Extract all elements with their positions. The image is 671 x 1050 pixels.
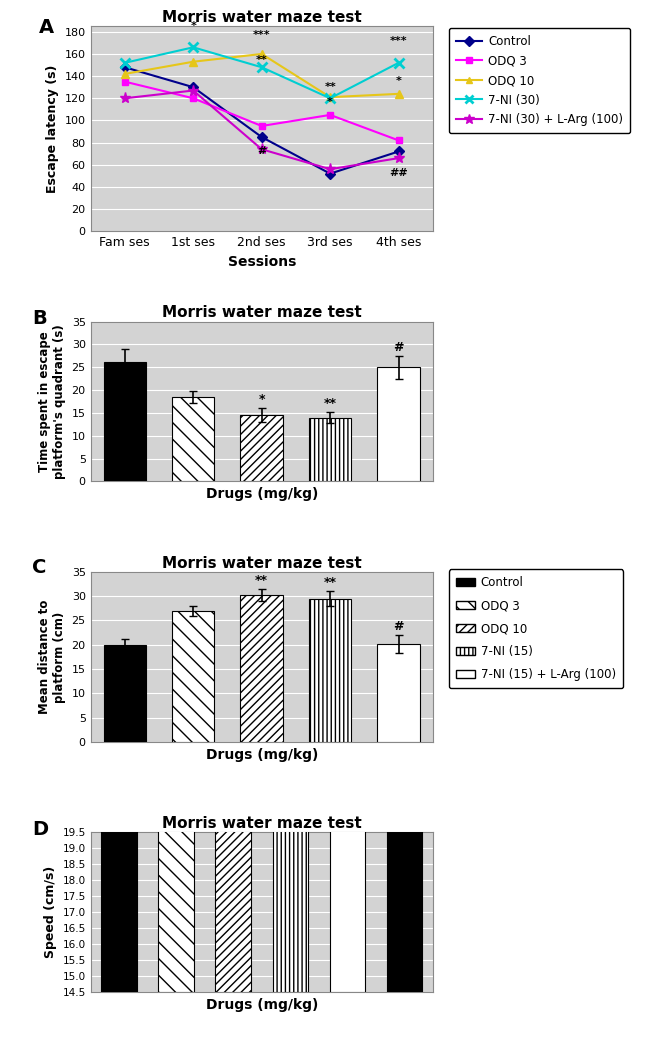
Text: ***: *** [253,29,270,40]
Text: **: ** [323,397,337,411]
Control [121,61,129,74]
ODQ 3 [189,92,197,105]
Line: ODQ 3: ODQ 3 [121,78,402,144]
Text: ##: ## [389,168,408,178]
Text: *: * [191,21,196,30]
Bar [158,444,194,992]
7-NI (30) + L-Arg (100) [189,84,197,97]
Bar [329,460,365,992]
Text: #: # [393,621,404,633]
Bar [240,415,283,482]
Text: *: * [396,76,401,86]
X-axis label: Sessions: Sessions [227,255,296,269]
Title: Morris water maze test: Morris water maze test [162,306,362,320]
Text: #: # [257,146,266,155]
Y-axis label: Speed (cm/s): Speed (cm/s) [44,866,57,959]
Control [258,131,266,144]
ODQ 10 [395,87,403,100]
Text: *: * [258,393,265,405]
Title: Morris water maze test: Morris water maze test [162,816,362,832]
Control [395,145,403,158]
Bar [172,397,215,482]
ODQ 10 [258,47,266,60]
Text: ***: *** [390,36,407,46]
ODQ 3 [395,134,403,147]
Text: B: B [32,309,47,328]
Bar [172,611,215,742]
Line: 7-NI (30): 7-NI (30) [120,42,403,103]
Y-axis label: Mean distance to
platform (cm): Mean distance to platform (cm) [38,600,66,714]
Bar [377,368,420,482]
Text: **: ** [256,55,268,65]
7-NI (30) [258,61,266,74]
ODQ 3 [258,120,266,132]
Text: D: D [32,820,48,839]
Control [326,167,334,180]
7-NI (30) [326,92,334,105]
Line: 7-NI (30) + L-Arg (100): 7-NI (30) + L-Arg (100) [119,85,404,174]
7-NI (30) [395,57,403,69]
Bar [103,362,146,482]
7-NI (30) + L-Arg (100) [258,143,266,155]
Bar [386,466,422,992]
Text: #: # [393,340,404,354]
ODQ 3 [326,108,334,121]
7-NI (30) [189,41,197,54]
Y-axis label: Time spent in escape
platform's quadrant (s): Time spent in escape platform's quadrant… [38,324,66,479]
Title: Morris water maze test: Morris water maze test [162,10,362,25]
Bar [103,645,146,742]
ODQ 10 [326,91,334,104]
Text: *: * [327,98,333,107]
Bar [309,598,352,742]
Text: **: ** [324,82,336,91]
Bar [215,436,251,992]
Bar [272,460,308,992]
Control [189,81,197,93]
ODQ 10 [189,56,197,68]
Y-axis label: Escape latency (s): Escape latency (s) [46,64,59,193]
Line: ODQ 10: ODQ 10 [121,49,403,102]
Bar [377,644,420,742]
Text: **: ** [323,576,337,589]
ODQ 10 [121,67,129,80]
X-axis label: Drugs (mg/kg): Drugs (mg/kg) [205,487,318,501]
Legend: Control, ODQ 3, ODQ 10, 7-NI (30), 7-NI (30) + L-Arg (100): Control, ODQ 3, ODQ 10, 7-NI (30), 7-NI … [449,28,630,133]
Legend: Control, ODQ 3, ODQ 10, 7-NI (15), 7-NI (15) + L-Arg (100): Control, ODQ 3, ODQ 10, 7-NI (15), 7-NI … [449,569,623,689]
7-NI (30) [121,57,129,69]
Title: Morris water maze test: Morris water maze test [162,555,362,570]
X-axis label: Drugs (mg/kg): Drugs (mg/kg) [205,748,318,761]
Bar [101,448,137,992]
X-axis label: Drugs (mg/kg): Drugs (mg/kg) [205,998,318,1012]
Bar [309,418,352,482]
Text: C: C [32,559,47,578]
ODQ 3 [121,76,129,88]
7-NI (30) + L-Arg (100) [121,92,129,105]
Text: A: A [39,18,54,37]
7-NI (30) + L-Arg (100) [395,152,403,165]
Line: Control: Control [121,64,402,177]
Text: **: ** [255,574,268,587]
Bar [240,595,283,742]
7-NI (30) + L-Arg (100) [326,163,334,175]
